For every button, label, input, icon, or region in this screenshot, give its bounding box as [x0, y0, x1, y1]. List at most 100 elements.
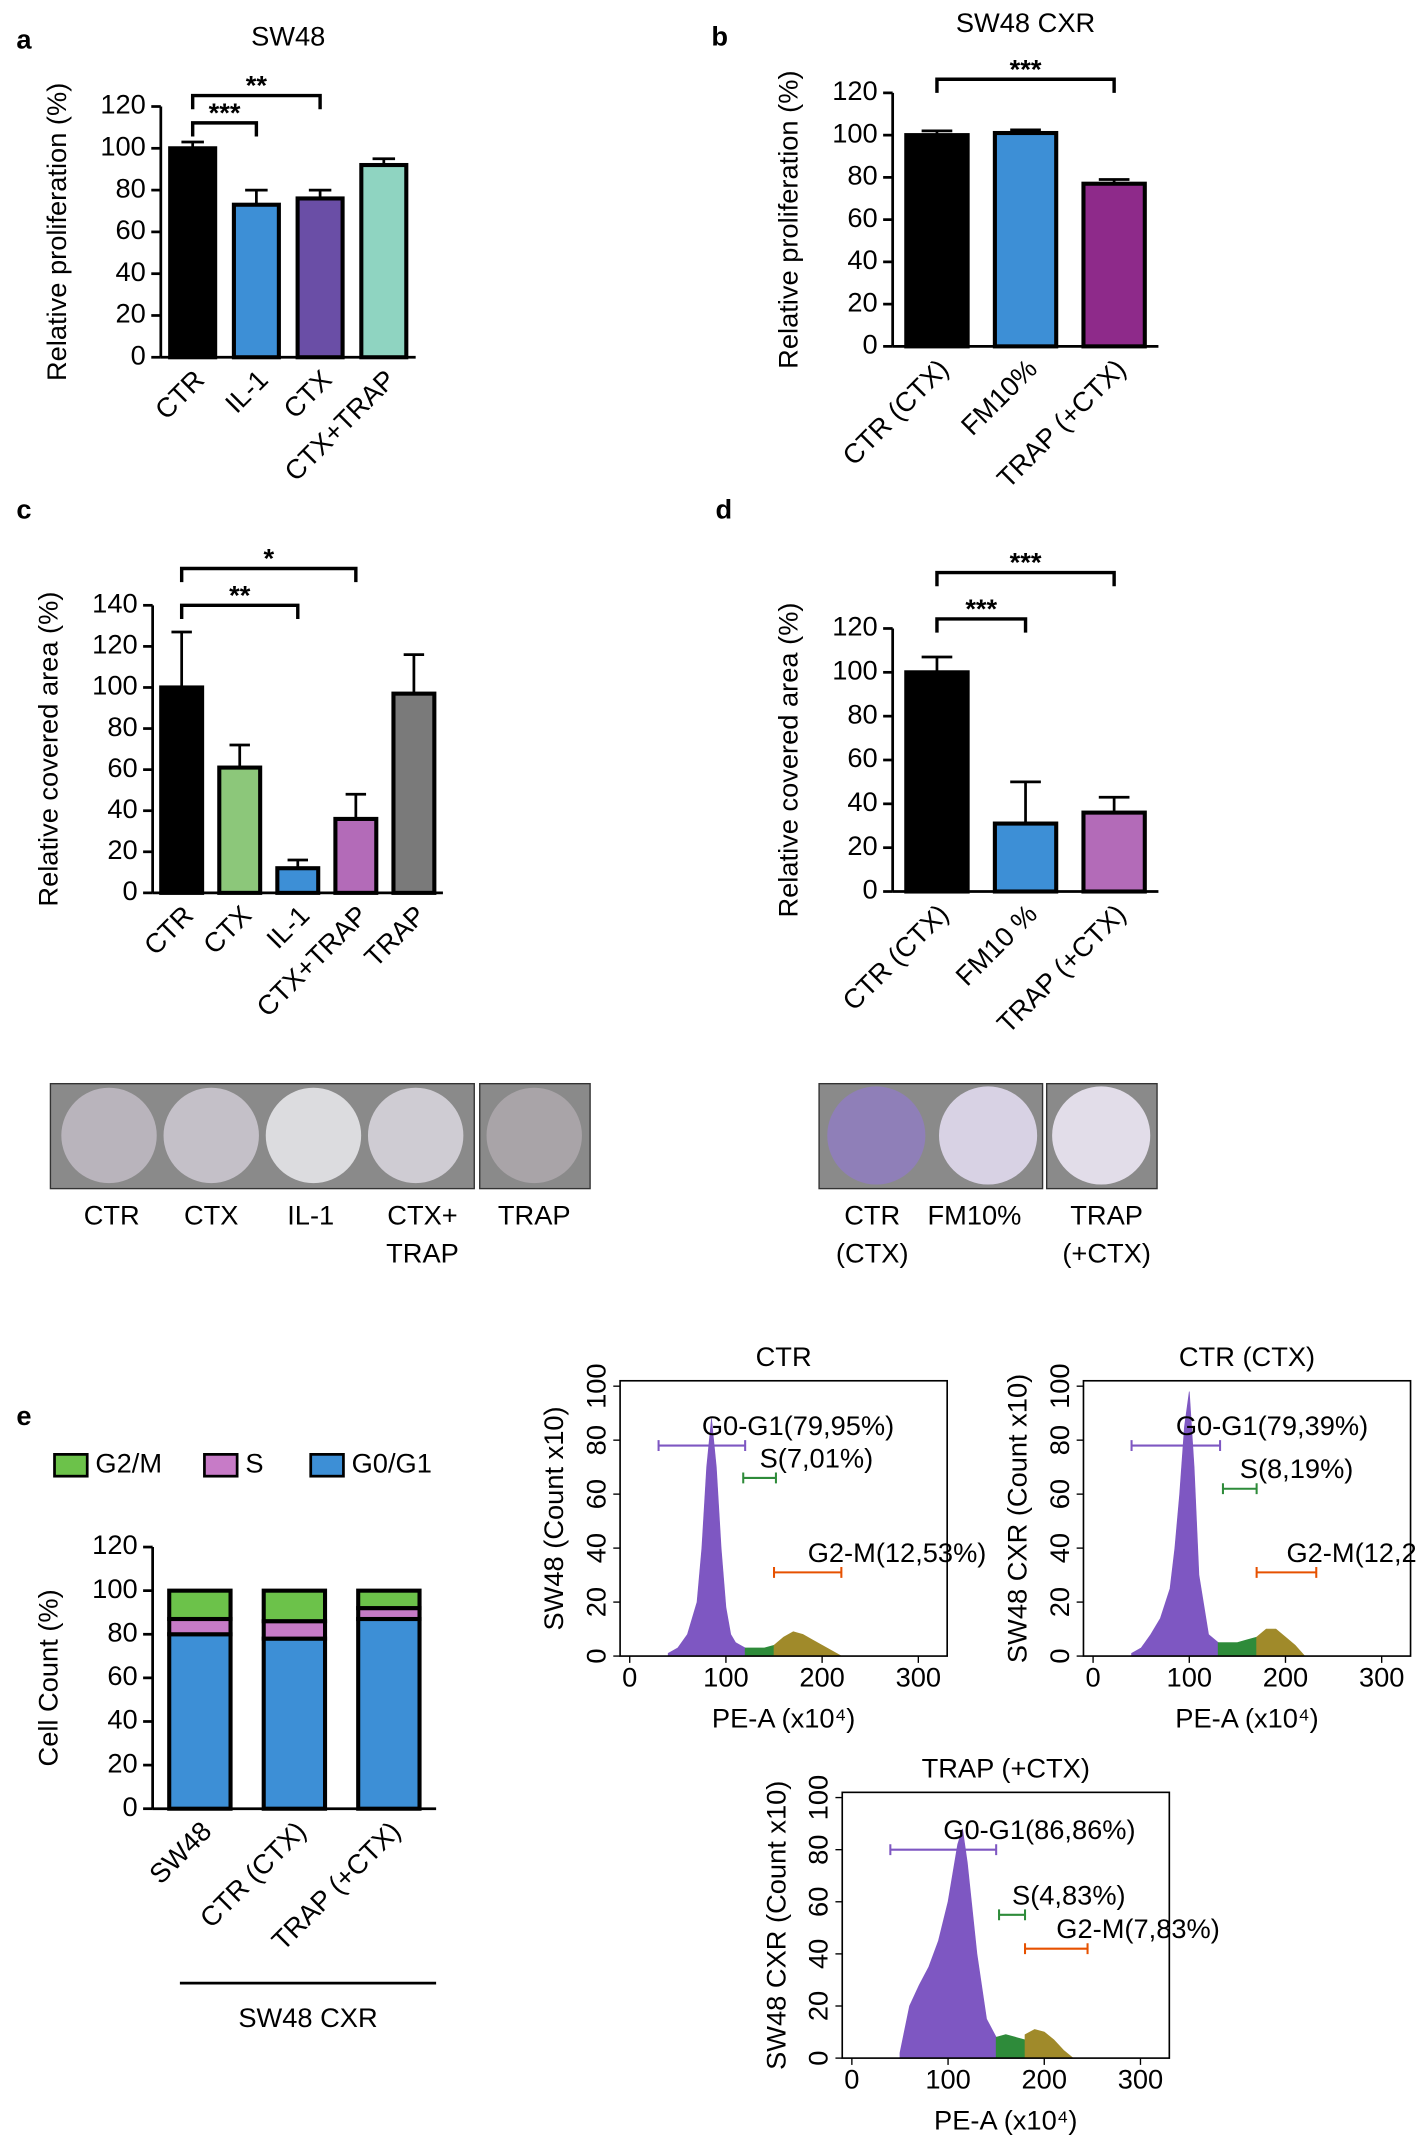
legend-label: G0/G1: [352, 1447, 432, 1478]
x-tick-label: CTR (CTX): [836, 353, 954, 471]
error-bar: [308, 188, 332, 199]
bar-segment: [261, 1636, 328, 1811]
y-tick-label: 60: [1044, 1479, 1075, 1509]
y-tick-label: 60: [580, 1479, 611, 1509]
error-bar: [1098, 795, 1130, 813]
x-tick-label: CTX: [197, 899, 257, 959]
histogram-area: [667, 1418, 746, 1657]
y-tick-label: 40: [107, 793, 137, 824]
y-tick-label: 20: [107, 834, 137, 865]
bar: [168, 146, 218, 360]
x-axis-label: PE-A (x10⁴): [934, 2104, 1077, 2135]
legend-swatch: [309, 1453, 345, 1478]
histogram-area: [995, 2034, 1026, 2059]
chart-title: TRAP (+CTX): [922, 1753, 1090, 1784]
error-bar: [921, 655, 953, 673]
significance-label: **: [246, 70, 268, 101]
error-bar: [1098, 178, 1130, 184]
y-axis-label: Relative covered area (%): [773, 602, 804, 917]
plate-photo: [49, 1082, 1158, 1190]
group-label: SW48 CXR: [238, 2002, 377, 2033]
gate-label: S(7,01%): [760, 1442, 874, 1473]
y-tick-label: 80: [107, 711, 137, 742]
x-tick-label: FM10%: [955, 353, 1043, 441]
bar-segment: [167, 1588, 233, 1622]
gate: [1255, 1566, 1318, 1578]
y-tick-label: 40: [580, 1533, 611, 1563]
bar-segment: [167, 1632, 233, 1811]
gate: [1130, 1440, 1222, 1452]
x-tick-label: 100: [703, 1661, 748, 1692]
bar-segment: [261, 1619, 328, 1641]
x-axis-label: PE-A (x10⁴): [1175, 1702, 1318, 1733]
significance-bracket: [190, 93, 322, 110]
x-tick-label: CTR: [138, 899, 200, 961]
x-tick-label: IL-1: [219, 364, 274, 419]
x-tick-label: SW48: [143, 1815, 217, 1889]
bar: [992, 821, 1059, 894]
y-axis-label: Relative proliferation (%): [41, 83, 72, 381]
x-tick-label: 100: [925, 2063, 970, 2094]
y-tick-label: 80: [116, 172, 146, 203]
y-tick-label: 20: [580, 1587, 611, 1617]
image-label: CTR: [84, 1199, 140, 1230]
y-tick-label: 140: [92, 588, 137, 619]
gate-label: S(4,83%): [1012, 1879, 1126, 1910]
bar: [904, 133, 970, 349]
y-tick-label: 100: [92, 1573, 137, 1604]
y-axis-label: SW48 CXR (Count x10): [760, 1781, 791, 2070]
legend-label: S: [245, 1447, 263, 1478]
bar: [1081, 181, 1147, 349]
y-tick-label: 40: [1044, 1533, 1075, 1563]
y-tick-label: 0: [863, 874, 878, 905]
plot-frame: [1082, 1379, 1412, 1657]
histogram-area: [1024, 2029, 1075, 2059]
bar: [275, 866, 321, 895]
gate-label: G0-G1(86,86%): [943, 1814, 1135, 1845]
y-tick-label: 80: [847, 698, 877, 729]
y-tick-label: 80: [803, 1835, 834, 1865]
significance-label: *: [263, 543, 274, 574]
significance-label: ***: [209, 97, 241, 128]
error-bar: [1010, 780, 1041, 824]
x-tick-label: 0: [844, 2063, 859, 2094]
x-axis-label: PE-A (x10⁴): [712, 1702, 855, 1733]
y-tick-label: 120: [832, 75, 877, 106]
gate: [772, 1566, 843, 1578]
significance-bracket: [935, 77, 1116, 93]
x-tick-label: 300: [1359, 1661, 1404, 1692]
x-tick-label: 200: [1263, 1661, 1308, 1692]
x-tick-label: 200: [1022, 2063, 1067, 2094]
gate: [657, 1440, 747, 1452]
gate: [742, 1472, 777, 1484]
gate: [889, 1844, 998, 1856]
significance-bracket: [190, 121, 259, 137]
y-tick-label: 100: [832, 117, 877, 148]
significance-label: ***: [1010, 547, 1042, 578]
x-tick-label: 200: [799, 1661, 844, 1692]
error-bar: [287, 858, 309, 869]
chart-title: CTR (CTX): [1179, 1341, 1315, 1372]
image-label: TRAP: [1070, 1199, 1143, 1230]
image-label: TRAP: [498, 1199, 571, 1230]
bar: [333, 816, 379, 895]
y-tick-label: 80: [107, 1616, 137, 1647]
panel-label: e: [16, 1400, 31, 1431]
significance-label: **: [229, 579, 251, 610]
error-bar: [245, 188, 268, 205]
error-bar: [1010, 128, 1041, 134]
gate-label: G2-M(7,83%): [1056, 1913, 1220, 1944]
y-tick-label: 60: [847, 742, 877, 773]
bar-segment: [356, 1588, 422, 1611]
y-tick-label: 0: [1044, 1648, 1075, 1663]
histogram-area: [1131, 1391, 1219, 1657]
chart-title: SW48 CXR: [956, 7, 1095, 38]
gate: [1024, 1943, 1089, 1955]
y-tick-label: 80: [1044, 1425, 1075, 1455]
histogram-area: [1256, 1628, 1306, 1657]
bar-segment: [261, 1588, 328, 1624]
y-tick-label: 100: [832, 655, 877, 686]
x-tick-label: TRAP: [358, 899, 431, 972]
error-bar: [372, 157, 396, 166]
